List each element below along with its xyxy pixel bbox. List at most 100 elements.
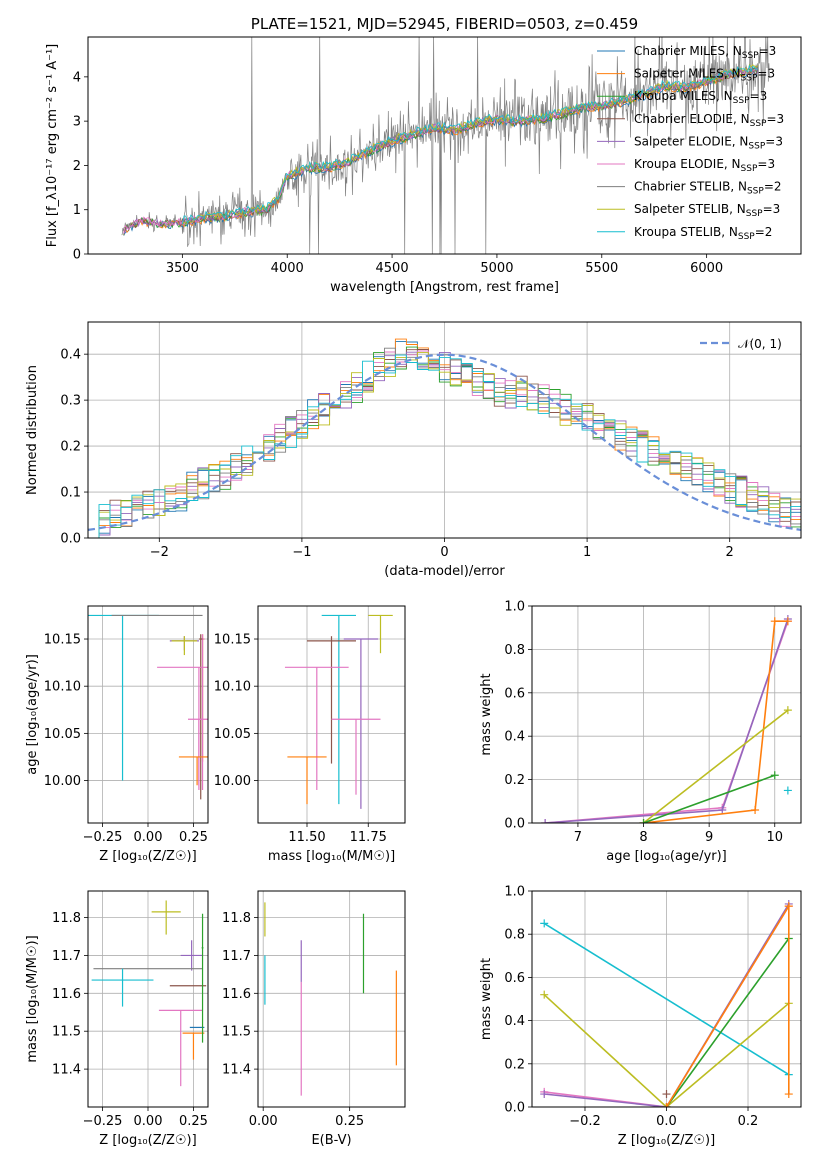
plot-area (88, 338, 801, 538)
legend-entry-count: =2 (764, 180, 782, 194)
y-tick-label: 0.2 (60, 440, 81, 455)
legend-entry-subscript: SSP (733, 96, 750, 106)
x-tick-label: 0.00 (134, 830, 163, 845)
y-tick-label: 11.6 (222, 987, 251, 1002)
y-tick-label: 0.4 (504, 730, 525, 745)
axes-frame (531, 605, 802, 824)
data-point (201, 913, 204, 1043)
y-tick-label: 0.6 (504, 686, 525, 701)
y-tick-label: 11.7 (52, 949, 81, 964)
y-axis-label: Normed distribution (25, 365, 40, 495)
y-axis-label: mass weight (479, 673, 494, 755)
x-tick-label: 0.00 (134, 1114, 163, 1129)
axes-mass-vs-Z: −0.25 0.00 0.25 11.4 11.5 11.6 11.7 11.8 Z [log₁… (25, 890, 209, 1148)
x-tick-label: 11.75 (350, 830, 387, 845)
weight-line (545, 620, 789, 823)
data-point (91, 968, 154, 1007)
axes-frame (257, 890, 406, 1108)
y-axis-label: mass [log₁₀(M/M☉)] (25, 935, 40, 1062)
y-tick-label: 0.6 (504, 971, 525, 986)
y-tick-label: 10.10 (44, 680, 81, 695)
y-tick-label: 10.00 (214, 774, 251, 789)
axes-residuals: −2 −1 0 1 2 0.0 0.1 0.2 0.3 0.4 (data-model)/error… (25, 321, 802, 579)
legend-entry: Kroupa MILES, NSSP=3 (634, 89, 767, 106)
weight-line (543, 994, 790, 1107)
legend-entry-subscript: SSP (748, 141, 765, 151)
legend-entry-subscript: SSP (746, 209, 763, 219)
y-tick-label: 1.0 (504, 600, 525, 615)
x-tick-label: 4000 (271, 261, 304, 276)
x-tick-label: 1 (583, 545, 591, 560)
legend-entry: Kroupa ELODIE, NSSP=3 (634, 157, 775, 174)
legend-entry-text: Kroupa MILES, N (634, 89, 733, 103)
x-axis-label: Z [log₁₀(Z/Z☉)] (99, 1133, 196, 1148)
weight-marker (770, 771, 779, 780)
y-tick-label: 0.4 (60, 348, 81, 363)
y-tick-label: 3 (73, 115, 81, 130)
data-point (188, 718, 208, 786)
legend-entry-count: =3 (766, 112, 784, 126)
axes-mass-vs-ebv: 0.00 0.25 11.4 11.5 11.6 11.7 11.8 E(B-V) (222, 890, 406, 1148)
x-tick-label: 10 (766, 830, 783, 845)
y-tick-label: 0.2 (504, 773, 525, 788)
legend-entry: Kroupa STELIB, NSSP=2 (634, 225, 772, 242)
legend-entry-text: Kroupa STELIB, N (634, 225, 738, 239)
model-spectrum-salpeter-stelib (182, 63, 759, 225)
weight-marker (770, 617, 779, 626)
x-tick-label: 7 (574, 830, 582, 845)
axes-mass-weight-vs-Z: −0.2 0.0 0.2 0.0 0.2 0.4 0.6 0.8 1.0 Z [log₁₀(Z/Z… (479, 885, 802, 1148)
y-tick-label: 0.0 (504, 1101, 525, 1116)
x-tick-label: 0 (440, 545, 448, 560)
y-tick-label: 0.4 (504, 1014, 525, 1029)
x-tick-label: −0.25 (83, 1114, 123, 1129)
legend-entry-subscript: SSP (741, 74, 758, 84)
weight-line (643, 620, 788, 823)
x-axis-label: (data-model)/error (384, 564, 505, 579)
axes-age-vs-mass: 11.50 11.75 10.00 10.05 10.10 10.15 mass [log₁… (214, 605, 406, 864)
data-point (158, 1009, 203, 1087)
y-tick-label: 11.4 (52, 1063, 81, 1078)
x-tick-label: −1 (292, 545, 311, 560)
legend: 𝒩(0, 1) (700, 337, 782, 351)
data-point (343, 638, 379, 809)
y-tick-label: 0.2 (504, 1057, 525, 1072)
y-tick-label: 0.8 (504, 643, 525, 658)
plot-area (121, 37, 770, 254)
weight-line (665, 903, 790, 1107)
data-point (178, 756, 208, 786)
x-tick-label: 0.25 (179, 1114, 208, 1129)
legend-entry-text: Salpeter ELODIE, N (634, 134, 748, 148)
y-tick-label: 10.05 (44, 727, 81, 742)
x-tick-label: 5000 (480, 261, 513, 276)
x-axis-label: mass [log₁₀(M/M☉)] (268, 849, 395, 864)
weight-marker (751, 805, 760, 814)
y-tick-label: 10.00 (44, 774, 81, 789)
plot-area (541, 615, 792, 823)
legend-entry-text: Salpeter MILES, N (634, 67, 741, 81)
x-axis-label: E(B-V) (311, 1133, 351, 1148)
weight-marker (540, 1090, 549, 1099)
y-tick-label: 0.0 (60, 532, 81, 547)
model-spectrum-salpeter-miles (123, 68, 759, 236)
x-tick-label: −0.25 (83, 830, 123, 845)
legend-entry-count: =3 (757, 157, 775, 171)
legend-entry-count: =2 (755, 225, 773, 239)
y-tick-label: 0.1 (60, 486, 81, 501)
x-tick-label: 0.25 (179, 830, 208, 845)
y-tick-label: 11.6 (52, 987, 81, 1002)
legend-entry-subscript: SSP (738, 232, 755, 242)
data-point (368, 614, 393, 654)
data-point (198, 634, 203, 800)
y-tick-label: 11.7 (222, 949, 251, 964)
normal-distribution-curve (88, 353, 801, 531)
legend-entry: Chabrier MILES, NSSP=3 (634, 44, 776, 61)
y-axis-label: mass weight (479, 958, 494, 1040)
axes-frame (257, 605, 406, 824)
legend-entry-count: =3 (759, 44, 777, 58)
legend-entry-text: Chabrier MILES, N (634, 44, 742, 58)
weight-marker (784, 902, 793, 911)
data-point (171, 636, 198, 656)
axes-spectrum: 3500 4000 4500 5000 5500 6000 0 1 2 3 4 wavelength … (45, 15, 802, 295)
x-tick-label: 0.0 (656, 1114, 677, 1129)
